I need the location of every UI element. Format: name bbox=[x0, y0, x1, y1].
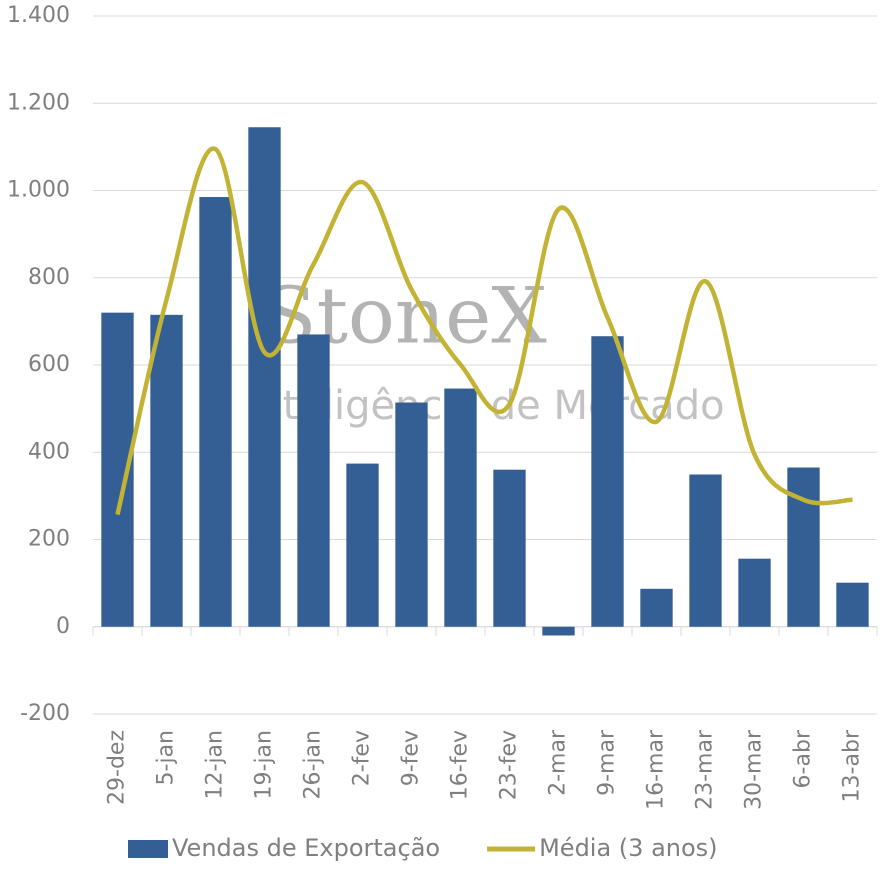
x-tick-label: 26-jan bbox=[301, 730, 326, 799]
y-tick-label: 600 bbox=[28, 352, 70, 377]
bar bbox=[738, 558, 771, 627]
y-tick-label: 0 bbox=[56, 614, 70, 639]
y-tick-label: 1.200 bbox=[7, 90, 70, 115]
bar bbox=[395, 402, 428, 627]
y-tick-label: 1.400 bbox=[7, 3, 70, 28]
x-tick-label: 19-jan bbox=[252, 730, 277, 799]
legend-label: Vendas de Exportação bbox=[172, 834, 440, 862]
x-tick-label: 9-fev bbox=[399, 730, 424, 786]
bar bbox=[591, 336, 624, 627]
legend-swatch bbox=[128, 840, 168, 858]
bar bbox=[297, 334, 330, 627]
bar bbox=[346, 463, 379, 627]
y-tick-label: 400 bbox=[28, 439, 70, 464]
bar bbox=[542, 626, 575, 636]
bar bbox=[199, 197, 232, 627]
bar bbox=[787, 467, 820, 627]
x-tick-label: 2-mar bbox=[546, 729, 571, 796]
bar bbox=[689, 474, 722, 627]
line bbox=[115, 146, 853, 516]
bar bbox=[640, 588, 673, 627]
x-tick-label: 23-fev bbox=[497, 730, 522, 800]
bar bbox=[150, 314, 183, 627]
x-tick-label: 23-mar bbox=[693, 729, 718, 810]
y-tick-label: -200 bbox=[20, 701, 70, 726]
bar bbox=[836, 582, 869, 627]
x-tick-label: 13-abr bbox=[840, 729, 865, 802]
y-tick-label: 200 bbox=[28, 527, 70, 552]
x-tick-label: 16-fev bbox=[448, 730, 473, 800]
x-tick-label: 5-jan bbox=[154, 730, 179, 785]
y-tick-label: 1.000 bbox=[7, 178, 70, 203]
bar bbox=[444, 388, 477, 627]
x-tick-label: 16-mar bbox=[644, 729, 669, 810]
x-tick-label: 2-fev bbox=[350, 730, 375, 786]
bar bbox=[248, 127, 281, 627]
x-tick-label: 6-abr bbox=[791, 729, 816, 788]
x-tick-label: 12-jan bbox=[203, 730, 228, 799]
legend-label: Média (3 anos) bbox=[539, 834, 717, 862]
bar bbox=[493, 469, 526, 627]
x-tick-label: 30-mar bbox=[742, 729, 767, 810]
y-tick-label: 800 bbox=[28, 265, 70, 290]
x-tick-label: 29-dez bbox=[105, 730, 130, 805]
x-tick-label: 9-mar bbox=[595, 729, 620, 796]
